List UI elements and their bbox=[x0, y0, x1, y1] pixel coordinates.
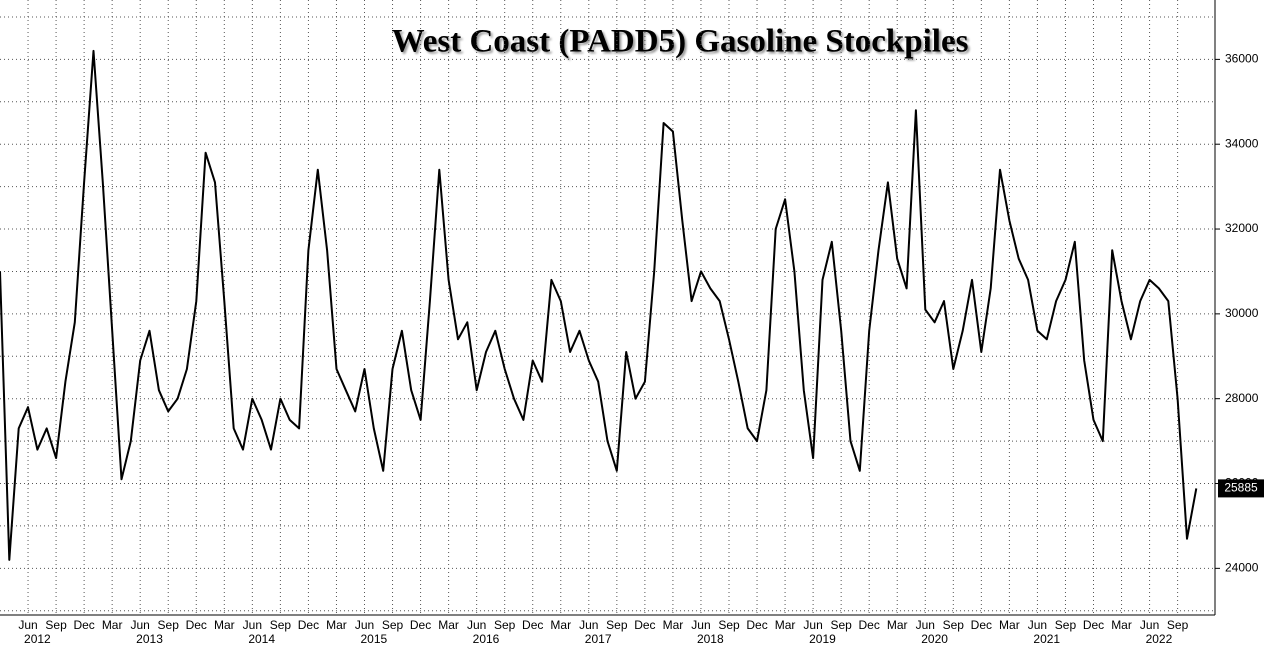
year-label: 2020 bbox=[921, 632, 948, 646]
x-tick-label: Dec bbox=[298, 618, 319, 632]
x-tick-label: Dec bbox=[1083, 618, 1104, 632]
x-tick-label: Jun bbox=[355, 618, 374, 632]
x-tick-label: Jun bbox=[579, 618, 598, 632]
x-tick-label: Jun bbox=[1140, 618, 1159, 632]
x-tick-label: Mar bbox=[326, 618, 347, 632]
y-tick-label: 24000 bbox=[1225, 561, 1259, 575]
year-label: 2015 bbox=[360, 632, 387, 646]
x-tick-label: Dec bbox=[634, 618, 655, 632]
x-tick-label: Dec bbox=[186, 618, 207, 632]
line bbox=[0, 49, 1198, 561]
year-label: 2014 bbox=[248, 632, 275, 646]
last-value-box bbox=[1218, 479, 1264, 498]
x-tick-label: Dec bbox=[859, 618, 880, 632]
x-tick-label: Jun bbox=[1028, 618, 1047, 632]
x-tick-label: Sep bbox=[718, 618, 740, 632]
x-tick-label: Dec bbox=[73, 618, 94, 632]
year-label: 2017 bbox=[585, 632, 612, 646]
year-label: 2013 bbox=[136, 632, 163, 646]
x-tick-label: Jun bbox=[131, 618, 150, 632]
x-tick-label: Sep bbox=[943, 618, 965, 632]
x-tick-label: Sep bbox=[1167, 618, 1189, 632]
year-label: 2022 bbox=[1146, 632, 1173, 646]
x-tick-label: Jun bbox=[243, 618, 262, 632]
x-tick-label: Mar bbox=[214, 618, 235, 632]
x-tick-label: Mar bbox=[438, 618, 459, 632]
x-tick-label: Jun bbox=[803, 618, 822, 632]
y-tick-label: 32000 bbox=[1225, 221, 1259, 235]
year-label: 2012 bbox=[24, 632, 51, 646]
x-tick-label: Jun bbox=[691, 618, 710, 632]
x-tick-label: Sep bbox=[45, 618, 67, 632]
y-tick-label: 36000 bbox=[1225, 52, 1259, 66]
x-tick-label: Jun bbox=[18, 618, 37, 632]
year-label: 2021 bbox=[1033, 632, 1060, 646]
x-tick-label: Mar bbox=[663, 618, 684, 632]
year-label: 2019 bbox=[809, 632, 836, 646]
x-tick-label: Sep bbox=[494, 618, 516, 632]
x-tick-label: Sep bbox=[830, 618, 852, 632]
y-tick-label: 34000 bbox=[1225, 136, 1259, 150]
x-tick-label: Mar bbox=[887, 618, 908, 632]
x-tick-label: Sep bbox=[606, 618, 628, 632]
x-tick-label: Mar bbox=[550, 618, 571, 632]
x-tick-label: Jun bbox=[916, 618, 935, 632]
x-tick-label: Jun bbox=[467, 618, 486, 632]
chart-title: West Coast (PADD5) Gasoline Stockpiles bbox=[392, 24, 969, 60]
x-tick-label: Sep bbox=[158, 618, 180, 632]
x-tick-label: Sep bbox=[270, 618, 292, 632]
x-tick-label: Mar bbox=[1111, 618, 1132, 632]
x-tick-label: Sep bbox=[382, 618, 404, 632]
x-tick-label: Mar bbox=[102, 618, 123, 632]
year-label: 2016 bbox=[473, 632, 500, 646]
x-tick-label: Mar bbox=[999, 618, 1020, 632]
last-value-label: 25885 bbox=[1224, 481, 1258, 495]
x-tick-label: Dec bbox=[522, 618, 543, 632]
x-tick-label: Dec bbox=[410, 618, 431, 632]
x-tick-label: Sep bbox=[1055, 618, 1077, 632]
y-tick-label: 28000 bbox=[1225, 391, 1259, 405]
year-label: 2018 bbox=[697, 632, 724, 646]
y-tick-label: 30000 bbox=[1225, 306, 1259, 320]
x-tick-label: Dec bbox=[971, 618, 992, 632]
x-tick-label: Dec bbox=[746, 618, 767, 632]
x-tick-label: Mar bbox=[775, 618, 796, 632]
